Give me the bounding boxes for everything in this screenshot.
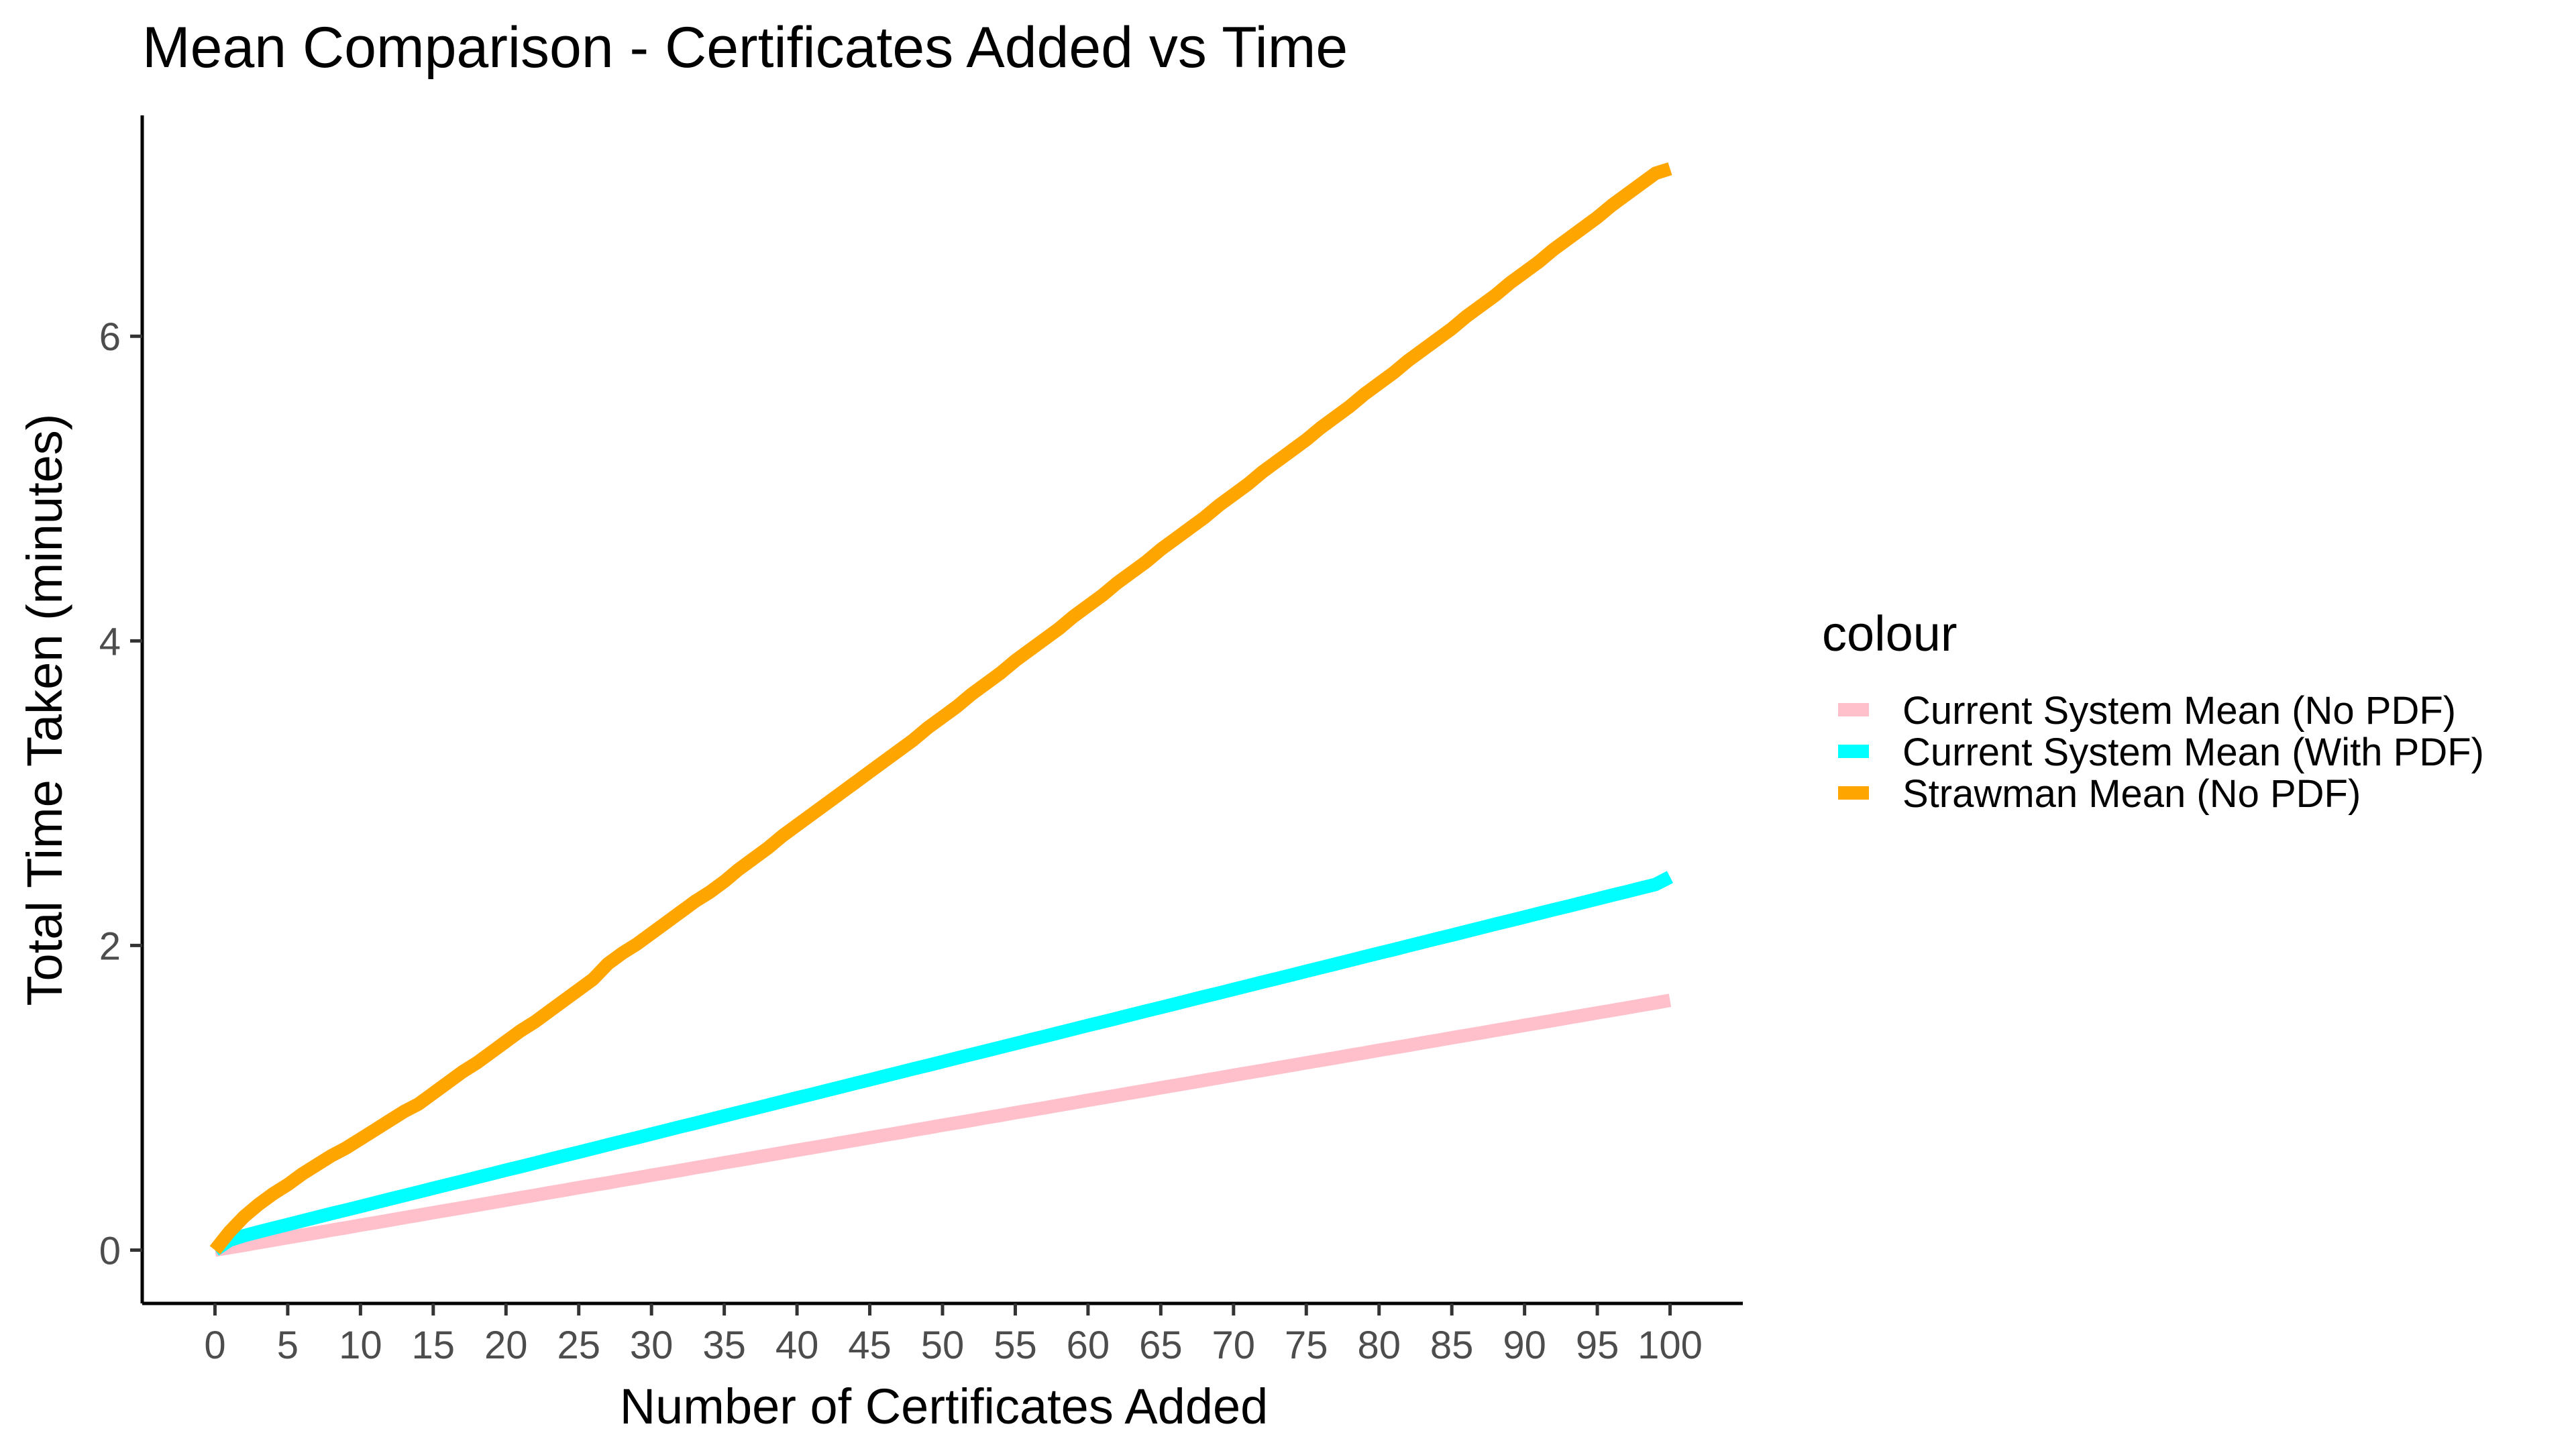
x-tick-label-6: 30 (630, 1324, 674, 1367)
y-axis-ticks: 0 2 4 6 (99, 315, 142, 1273)
y-axis-label: Total Time Taken (minutes) (17, 414, 72, 1006)
series-line-0 (213, 994, 1672, 1257)
series-line-2 (209, 162, 1672, 1254)
x-axis-label: Number of Certificates Added (620, 1379, 1269, 1434)
legend: colour Current System Mean (No PDF)Curre… (1822, 606, 2484, 816)
x-tick-label-9: 45 (848, 1324, 892, 1367)
chart-title: Mean Comparison - Certificates Added vs … (142, 15, 1348, 80)
y-tick-label-0: 0 (99, 1230, 121, 1273)
x-tick-label-8: 40 (775, 1324, 819, 1367)
y-tick-label-2: 4 (99, 620, 121, 663)
series-line-1 (211, 871, 1674, 1256)
x-tick-label-4: 20 (484, 1324, 528, 1367)
x-axis-ticks: 0 5 10 15 20 25 30 35 40 45 50 55 60 65 70 75 80 85 90 95 10… (204, 1303, 1703, 1367)
x-tick-label-3: 15 (412, 1324, 455, 1367)
x-tick-label-11: 55 (994, 1324, 1037, 1367)
x-tick-label-10: 50 (921, 1324, 965, 1367)
legend-items: Current System Mean (No PDF)Current Syst… (1838, 689, 2484, 816)
legend-label-1: Current System Mean (With PDF) (1902, 731, 2484, 774)
legend-title: colour (1822, 606, 1957, 661)
x-tick-label-14: 70 (1212, 1324, 1256, 1367)
x-tick-label-18: 90 (1503, 1324, 1546, 1367)
plot-area (209, 162, 1674, 1257)
x-tick-label-5: 25 (557, 1324, 600, 1367)
x-tick-label-12: 60 (1067, 1324, 1110, 1367)
x-tick-label-1: 5 (277, 1324, 299, 1367)
x-tick-label-13: 65 (1139, 1324, 1183, 1367)
legend-label-2: Strawman Mean (No PDF) (1902, 772, 2361, 816)
x-tick-label-19: 95 (1576, 1324, 1619, 1367)
x-tick-label-20: 100 (1638, 1324, 1703, 1367)
x-tick-label-0: 0 (204, 1324, 225, 1367)
y-tick-label-3: 6 (99, 315, 121, 359)
x-tick-label-15: 75 (1285, 1324, 1328, 1367)
x-tick-label-2: 10 (339, 1324, 382, 1367)
x-tick-label-7: 35 (702, 1324, 746, 1367)
x-tick-label-17: 85 (1430, 1324, 1474, 1367)
legend-label-0: Current System Mean (No PDF) (1902, 689, 2456, 733)
x-tick-label-16: 80 (1357, 1324, 1401, 1367)
y-tick-label-1: 2 (99, 924, 121, 968)
